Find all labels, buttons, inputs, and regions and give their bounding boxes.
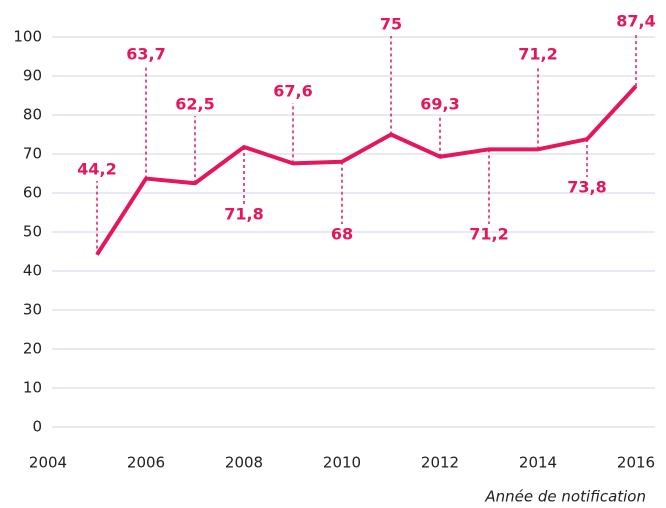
data-label: 63,7 (126, 45, 165, 64)
x-tick-label: 2016 (617, 454, 655, 472)
data-label: 69,3 (420, 95, 459, 114)
y-tick-label: 100 (13, 28, 42, 46)
data-label: 71,2 (469, 225, 508, 244)
data-label: 44,2 (77, 160, 116, 179)
y-tick-label: 40 (23, 262, 42, 280)
y-tick-label: 20 (23, 340, 42, 358)
data-label: 68 (331, 225, 353, 244)
y-tick-label: 10 (23, 379, 42, 397)
y-tick-label: 0 (32, 418, 42, 436)
data-label: 71,2 (518, 45, 557, 64)
data-label: 62,5 (175, 95, 214, 114)
data-label: 67,6 (273, 82, 312, 101)
data-label: 75 (380, 15, 402, 34)
x-tick-label: 2010 (323, 454, 361, 472)
x-tick-label: 2012 (421, 454, 459, 472)
data-label: 73,8 (567, 178, 606, 197)
x-tick-label: 2014 (519, 454, 557, 472)
y-tick-label: 80 (23, 106, 42, 124)
x-tick-label: 2006 (127, 454, 165, 472)
y-tick-label: 50 (23, 223, 42, 241)
y-tick-label: 60 (23, 184, 42, 202)
data-label: 71,8 (224, 205, 263, 224)
data-label: 87,4 (616, 12, 655, 31)
x-tick-label: 2004 (29, 454, 67, 472)
y-tick-label: 90 (23, 67, 42, 85)
x-axis-label: Année de notification (484, 488, 646, 506)
y-tick-label: 70 (23, 145, 42, 163)
y-tick-label: 30 (23, 301, 42, 319)
x-tick-label: 2008 (225, 454, 263, 472)
data-line (95, 84, 638, 256)
